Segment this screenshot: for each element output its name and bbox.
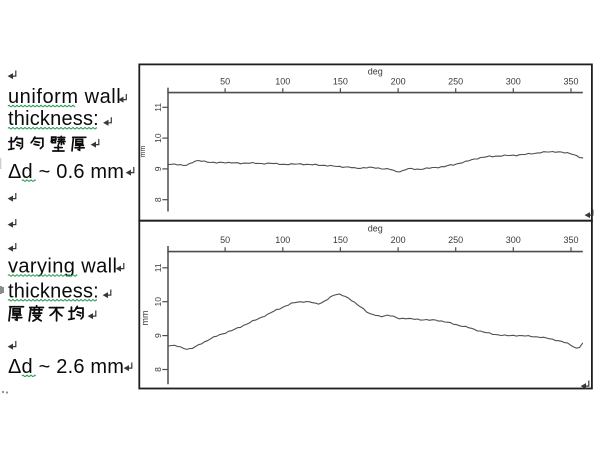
svg-text:11: 11 (153, 103, 163, 112)
svg-text:8: 8 (153, 197, 163, 202)
svg-text:350: 350 (563, 77, 578, 87)
svg-text:thickness:: thickness: (8, 108, 99, 130)
svg-text:200: 200 (391, 77, 406, 87)
svg-text:deg: deg (368, 223, 383, 233)
svg-text:9: 9 (153, 166, 163, 171)
svg-text:150: 150 (333, 235, 348, 245)
svg-text:100: 100 (275, 77, 290, 87)
svg-text:50: 50 (220, 77, 230, 87)
svg-text:10: 10 (153, 133, 163, 143)
svg-text:varying wall: varying wall (8, 256, 117, 278)
svg-text:11: 11 (153, 263, 163, 272)
svg-text:thickness:: thickness: (8, 280, 99, 302)
svg-text:150: 150 (333, 77, 348, 87)
svg-text:300: 300 (506, 77, 521, 87)
svg-text:200: 200 (391, 235, 406, 245)
svg-text:10: 10 (153, 297, 163, 307)
svg-text:8: 8 (153, 367, 163, 372)
svg-text:Δd ~ 0.6 mm: Δd ~ 0.6 mm (8, 161, 124, 183)
svg-text:Δd ~ 2.6 mm: Δd ~ 2.6 mm (8, 356, 124, 378)
svg-text:uniform wall: uniform wall (8, 86, 121, 108)
svg-text:250: 250 (448, 235, 463, 245)
svg-text:300: 300 (506, 235, 521, 245)
svg-text:mm: mm (140, 146, 147, 158)
svg-text:250: 250 (448, 77, 463, 87)
svg-text:9: 9 (153, 333, 163, 338)
svg-text:mm: mm (140, 311, 150, 326)
svg-text:50: 50 (220, 235, 230, 245)
svg-text:deg: deg (368, 66, 383, 76)
svg-text:100: 100 (275, 235, 290, 245)
svg-text:350: 350 (563, 235, 578, 245)
